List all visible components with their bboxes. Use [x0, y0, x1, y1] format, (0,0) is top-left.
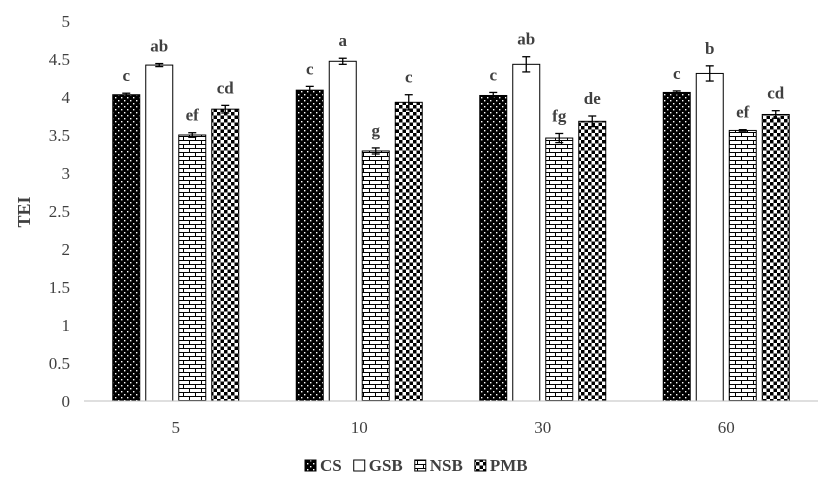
- y-tick-label: 1.5: [49, 278, 70, 297]
- significance-label: c: [306, 59, 314, 78]
- bars: [112, 60, 790, 402]
- legend-swatch: [474, 459, 487, 472]
- error-bar-nsb-5: [188, 132, 197, 138]
- y-tick-label: 3.5: [49, 126, 70, 145]
- y-tick-label: 4: [62, 88, 71, 107]
- bar-nsb-10: [361, 150, 390, 402]
- significance-label: b: [705, 39, 714, 58]
- bar-cs-60: [662, 91, 691, 402]
- x-tick-label: 30: [534, 418, 551, 437]
- error-bar-pmb-30: [588, 115, 597, 128]
- legend-swatch: [304, 459, 317, 472]
- y-tick-label: 4.5: [49, 50, 70, 69]
- significance-label: a: [339, 31, 348, 50]
- legend-label: GSB: [369, 456, 403, 475]
- bar-gsb-5: [145, 64, 174, 402]
- x-tick-label: 10: [351, 418, 368, 437]
- error-bar-nsb-10: [371, 147, 380, 155]
- bar-pmb-5: [211, 108, 240, 402]
- error-bar-gsb-10: [338, 57, 347, 65]
- significance-label: g: [372, 121, 381, 140]
- significance-label: de: [584, 89, 601, 108]
- bar-gsb-30: [512, 63, 541, 402]
- bar-nsb-5: [178, 134, 207, 402]
- error-bar-cs-5: [122, 92, 131, 97]
- legend-item-gsb: GSB: [353, 456, 403, 475]
- error-bar-nsb-30: [555, 132, 564, 144]
- legend-label: CS: [320, 456, 342, 475]
- bar-cs-30: [479, 94, 508, 402]
- y-tick-label: 1: [62, 316, 71, 335]
- error-bar-gsb-60: [705, 65, 714, 82]
- legend-swatch: [353, 459, 366, 472]
- y-axis-ticks: 0 0.5 1 1.5 2 2.5 3 3.5 4 4.5 5: [49, 12, 71, 411]
- bar-gsb-10: [328, 60, 357, 402]
- bar-cs-5: [112, 94, 141, 402]
- bar-pmb-10: [394, 101, 423, 402]
- legend-item-pmb: PMB: [474, 456, 528, 475]
- y-tick-label: 0.5: [49, 354, 70, 373]
- bar-pmb-60: [761, 113, 790, 402]
- significance-label: c: [673, 64, 681, 83]
- error-bar-nsb-60: [738, 129, 747, 132]
- error-bar-gsb-30: [522, 56, 531, 73]
- error-bar-cs-30: [489, 91, 498, 100]
- significance-label: ab: [150, 37, 168, 56]
- significance-label: ef: [186, 106, 200, 125]
- significance-label: cd: [767, 84, 785, 103]
- x-axis-tick-labels: 5 10 30 60: [172, 418, 735, 437]
- legend: CS GSB NSB PMB: [304, 456, 528, 475]
- significance-label: c: [122, 66, 130, 85]
- bar-gsb-60: [695, 72, 724, 402]
- significance-label: c: [405, 68, 413, 87]
- y-tick-label: 2.5: [49, 202, 70, 221]
- y-axis-title: TEI: [14, 196, 34, 227]
- legend-label: PMB: [490, 456, 528, 475]
- significance-label: c: [489, 65, 497, 84]
- significance-label: ef: [736, 103, 750, 122]
- error-bar-cs-10: [305, 85, 314, 95]
- error-bar-pmb-10: [404, 94, 413, 111]
- bar-cs-10: [295, 89, 324, 402]
- significance-label: fg: [552, 106, 567, 125]
- legend-item-cs: CS: [304, 456, 342, 475]
- legend-swatch: [414, 459, 427, 472]
- y-tick-label: 3: [62, 164, 71, 183]
- bar-nsb-30: [545, 137, 574, 402]
- bar-pmb-30: [578, 120, 607, 402]
- significance-label: ab: [517, 30, 535, 49]
- y-tick-label: 0: [62, 392, 71, 411]
- y-tick-label: 5: [62, 12, 71, 31]
- x-tick-label: 5: [172, 418, 181, 437]
- x-tick-label: 60: [718, 418, 735, 437]
- legend-label: NSB: [430, 456, 463, 475]
- error-bars: [122, 56, 780, 155]
- significance-label: cd: [217, 78, 235, 97]
- error-bar-cs-60: [672, 90, 681, 95]
- error-bar-pmb-60: [771, 110, 780, 119]
- bar-nsb-60: [728, 129, 757, 402]
- legend-item-nsb: NSB: [414, 456, 463, 475]
- error-bar-pmb-5: [221, 104, 230, 114]
- error-bar-gsb-5: [155, 62, 164, 68]
- y-tick-label: 2: [62, 240, 71, 259]
